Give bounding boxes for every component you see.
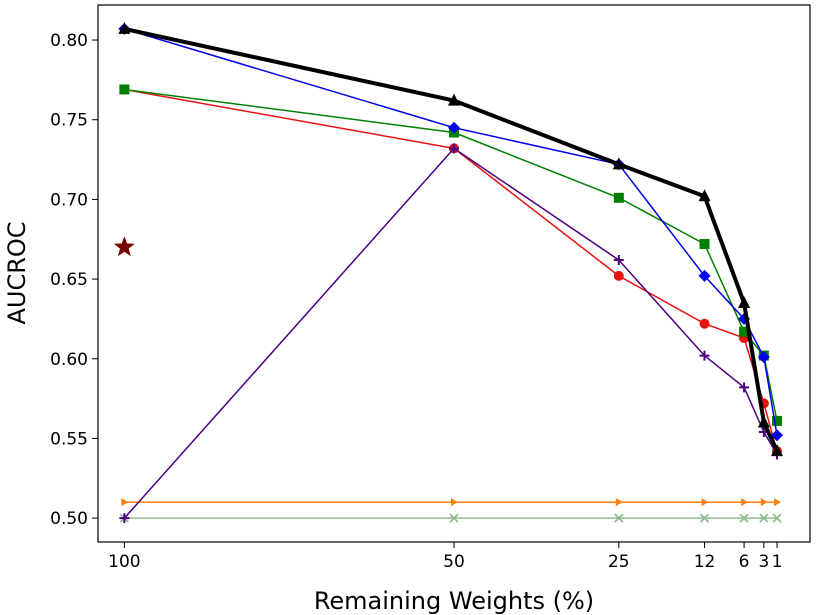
data-point-black-triangle: [448, 93, 460, 106]
series-orange-baseline: [121, 498, 782, 507]
data-point-lightgreen-baseline: [449, 513, 459, 523]
data-point-blue-diamond: [757, 351, 770, 364]
data-point-purple-plus: [699, 350, 710, 361]
data-point-blue-diamond: [698, 269, 711, 282]
data-point-black-triangle: [118, 21, 131, 34]
data-point-black-triangle: [771, 444, 784, 457]
x-tick-label: 6: [739, 552, 750, 572]
series-line-red-circle: [124, 88, 778, 452]
y-tick-label: 0.75: [50, 111, 88, 131]
data-point-green-square: [119, 84, 130, 95]
y-tick-label: 0.60: [50, 350, 88, 370]
data-point-green-square: [772, 415, 783, 426]
data-point-black-triangle: [738, 295, 751, 308]
series-line-purple-plus: [123, 147, 778, 519]
data-point-green-square: [699, 239, 710, 250]
data-point-purple-plus: [449, 143, 459, 154]
data-point-black-triangle: [757, 415, 770, 428]
data-point-lightgreen-baseline: [739, 513, 749, 523]
data-point-maroon-star: [113, 236, 135, 257]
x-axis-label: Remaining Weights (%): [314, 587, 594, 615]
data-point-purple-plus: [119, 513, 130, 524]
data-point-blue-diamond: [448, 121, 460, 134]
data-point-green-square: [613, 192, 624, 203]
data-point-orange-baseline: [760, 498, 768, 507]
data-point-lightgreen-baseline: [614, 513, 624, 523]
data-point-orange-baseline: [774, 498, 782, 507]
data-point-green-square: [739, 326, 750, 337]
series-layer: [113, 21, 784, 524]
x-tick-label: 25: [608, 552, 630, 572]
data-point-black-triangle: [698, 189, 711, 202]
data-point-purple-plus: [613, 254, 624, 265]
series-purple-plus: [119, 143, 783, 524]
data-point-lightgreen-baseline: [759, 513, 769, 523]
point-maroon-star: [113, 236, 135, 257]
data-point-lightgreen-baseline: [772, 513, 782, 523]
y-tick-label: 0.50: [50, 509, 88, 529]
data-point-orange-baseline: [615, 498, 623, 507]
x-tick-label: 100: [108, 552, 140, 572]
series-line-black-triangle: [123, 26, 779, 453]
series-green-square: [119, 84, 783, 426]
data-point-purple-plus: [739, 382, 750, 393]
series-line-blue-diamond: [124, 28, 778, 436]
y-tick-label: 0.55: [50, 429, 88, 449]
y-tick-label: 0.70: [50, 190, 88, 210]
data-point-orange-baseline: [701, 498, 709, 507]
x-tick-label: 1: [772, 552, 783, 572]
y-tick-label: 0.65: [50, 270, 88, 290]
y-axis-label: AUCROC: [3, 221, 31, 324]
data-point-red-circle: [699, 318, 710, 329]
y-tick-label: 0.80: [50, 31, 88, 51]
data-point-orange-baseline: [741, 498, 749, 507]
series-black-triangle: [118, 21, 784, 457]
data-point-blue-diamond: [771, 429, 784, 442]
x-tick-label: 3: [758, 552, 769, 572]
data-point-lightgreen-baseline: [699, 513, 710, 523]
data-point-orange-baseline: [121, 498, 129, 507]
series-line-green-square: [124, 88, 778, 422]
data-point-black-triangle: [612, 157, 625, 170]
series-lightgreen-baseline: [119, 513, 782, 523]
series-red-circle: [119, 84, 783, 457]
x-tick-label: 12: [694, 552, 716, 572]
x-tick-label: 50: [443, 552, 465, 572]
data-point-red-circle: [613, 270, 624, 281]
data-point-orange-baseline: [451, 498, 458, 507]
tick-layer: 0.50 0.55 0.60 0.65 0.70 0.75 0.80 100 50 25 12 6 3 1: [50, 31, 782, 572]
